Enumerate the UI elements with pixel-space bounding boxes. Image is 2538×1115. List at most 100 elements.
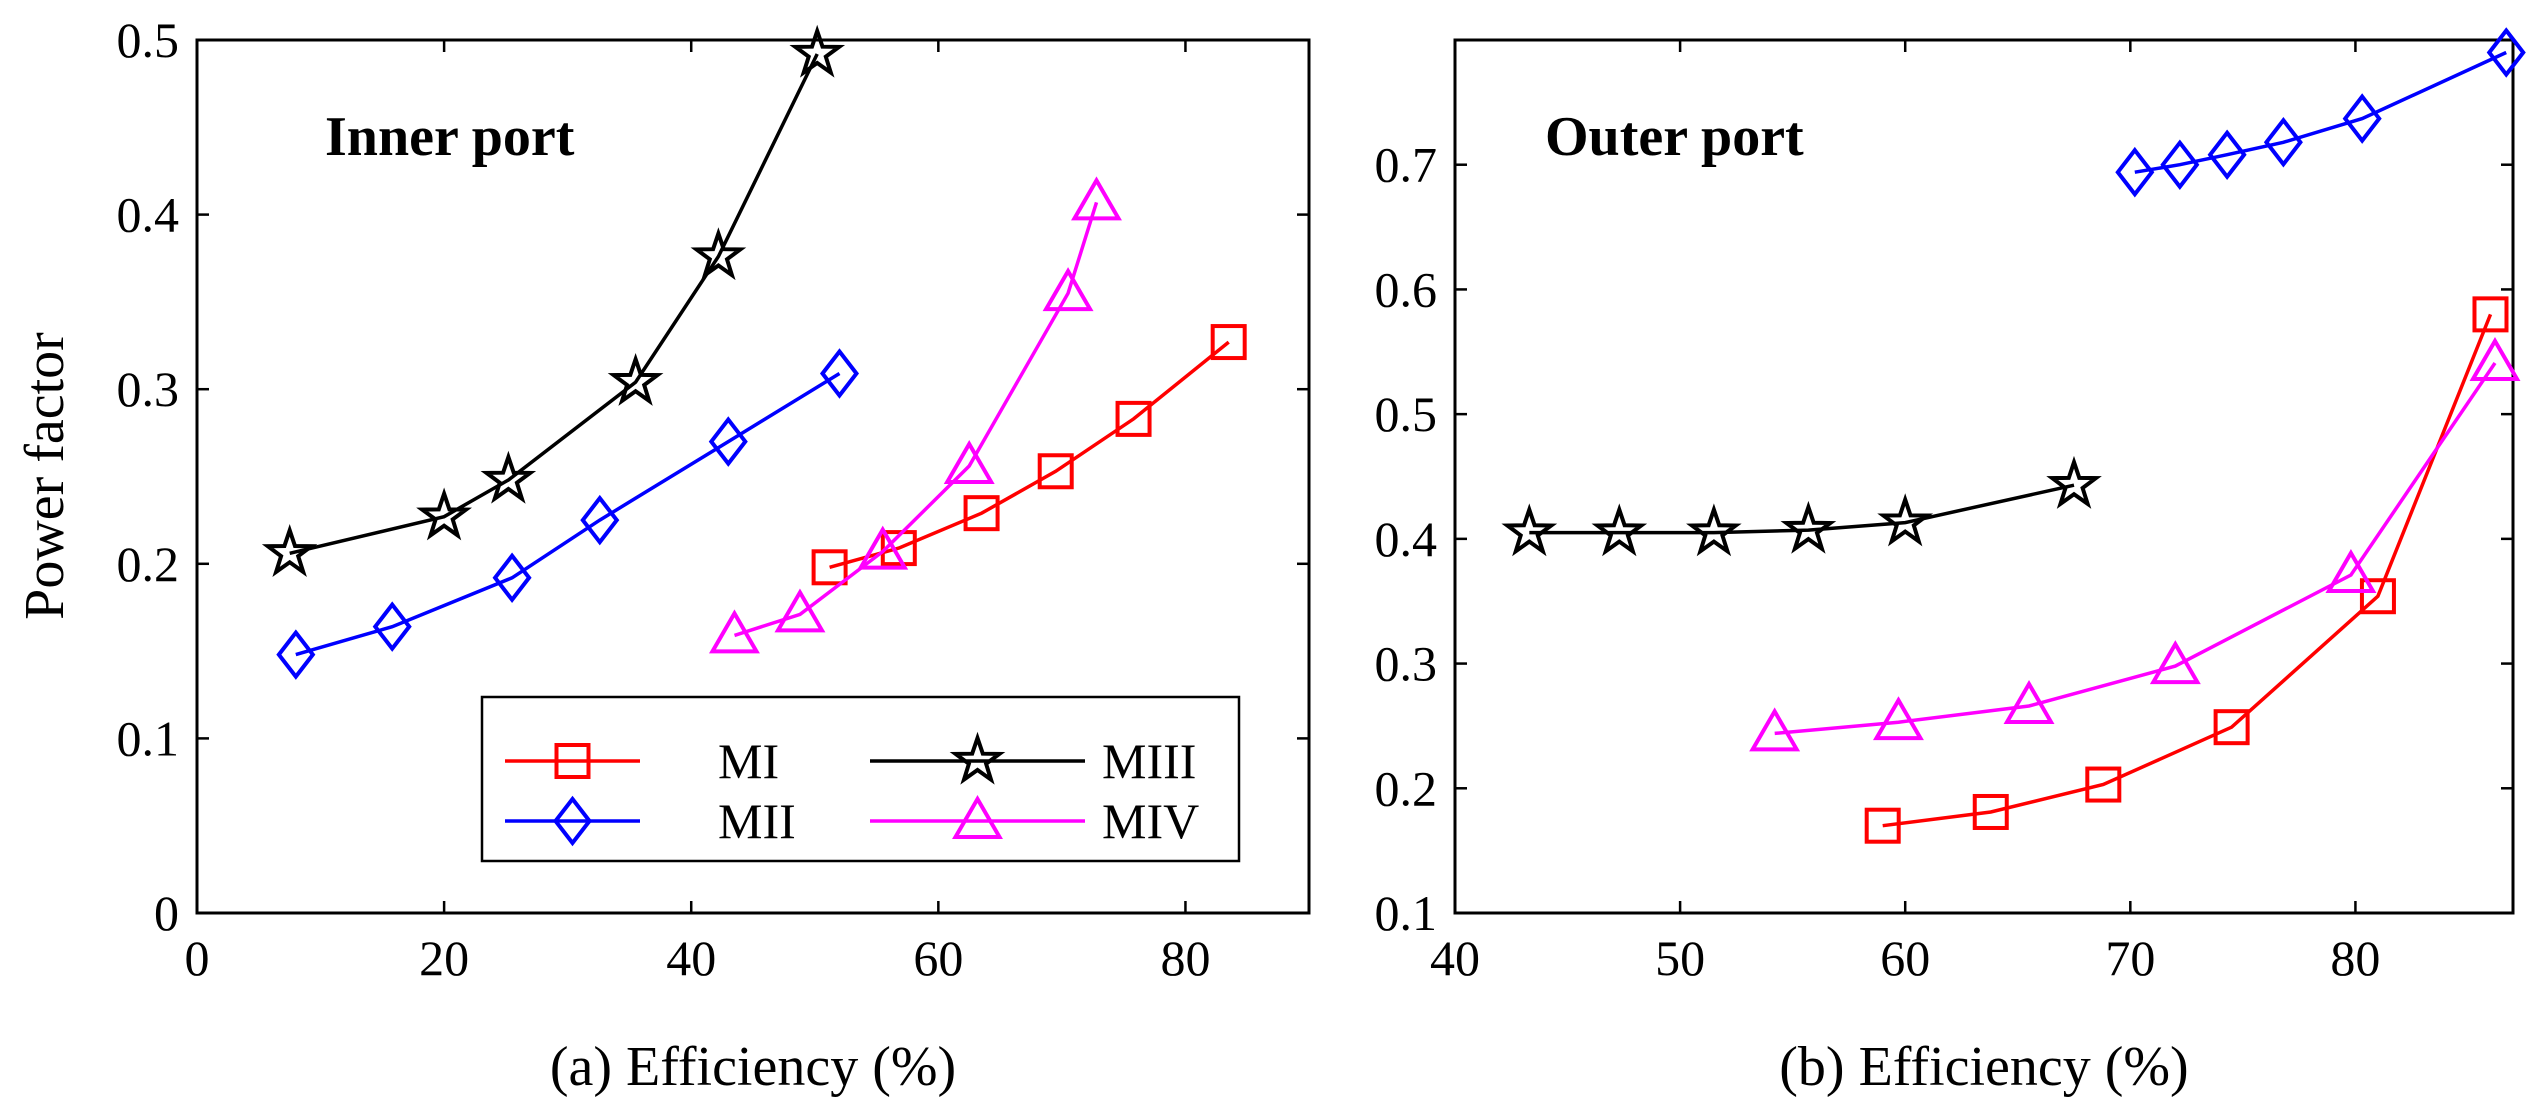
x-axis-inner: 0 20 40 60 80 [185,40,1210,986]
y-axis-outer: 0.1 0.2 0.3 0.4 0.5 0.6 0.7 [1375,137,2513,941]
legend-label-mi: MI [718,733,779,789]
legend-label-mii: MII [718,793,796,849]
x-tick-label: 80 [2330,930,2380,986]
y-tick-label: 0.2 [117,536,180,592]
data-point-miv-outer [1749,707,1801,752]
y-tick-label: 0.5 [1375,386,1438,442]
y-tick-label: 0.2 [1375,760,1438,816]
data-point-miv-outer [2149,640,2201,685]
data-point-mi-outer [2472,296,2509,333]
data-point-miii-inner [607,352,664,406]
data-point-miii-outer [1686,503,1742,557]
data-point-mi-outer [1864,807,1901,844]
x-axis-label-inner: (a) Efficiency (%) [550,1036,956,1098]
legend-box [480,695,1241,863]
x-tick-label: 40 [666,930,716,986]
data-point-miv-outer [2325,549,2377,594]
panel-title-outer: Outer port [1545,106,1804,168]
x-tick-label: 70 [2105,930,2155,986]
y-tick-label: 0.1 [1375,885,1438,941]
x-tick-label: 80 [1160,930,1210,986]
y-tick-label: 0.3 [1375,636,1438,692]
data-point-miv-inner [1071,176,1122,221]
legend-label-miii: MIII [1102,733,1196,789]
panel-title-inner: Inner port [325,106,575,168]
data-point-mi-inner [811,549,848,586]
data-point-miv-inner [857,525,909,570]
data-point-miii-inner [261,524,318,577]
series-line-miii-inner [289,53,819,556]
plot-area-outer [1453,38,2515,915]
data-point-mi-outer [2085,766,2122,803]
data-point-mii-outer [2115,146,2155,198]
data-point-miv-inner [943,440,995,485]
x-tick-label: 20 [419,930,469,986]
y-tick-label: 0 [154,885,179,941]
legend-marker-mi [554,743,591,779]
data-point-miii-inner [480,450,537,504]
data-point-miv-inner [708,609,760,654]
series-line-mii-outer [2134,50,2507,174]
data-point-mii-inner [492,552,532,604]
data-point-mi-inner [1115,400,1152,437]
x-tick-label: 40 [1430,930,1480,986]
series-line-miv-outer [1774,362,2497,736]
legend-marker-miv [952,795,1003,839]
data-point-miii-outer [2046,455,2102,509]
data-point-mii-outer [2486,27,2526,78]
x-tick-label: 50 [1655,930,1705,986]
data-point-mi-inner [963,495,1000,532]
series-line-mii-inner [295,372,841,657]
y-tick-label: 0.4 [1375,511,1438,567]
data-point-mi-inner [1210,324,1247,361]
legend-marker-mii [552,795,593,847]
data-point-miii-inner [416,487,472,541]
y-axis-label-inner: Power factor [14,332,76,620]
data-point-mi-inner [1037,453,1074,490]
data-point-miv-outer [2469,337,2521,382]
data-point-mii-outer [2263,116,2303,168]
data-point-miii-inner [789,24,846,78]
data-point-miv-inner [1042,267,1094,312]
series-group-outer [1501,27,2526,844]
data-point-mi-inner [880,530,917,567]
data-point-miii-inner [690,227,747,281]
data-point-miv-outer [1872,696,1924,741]
y-tick-label: 0.3 [117,361,180,417]
legend-label-miv: MIV [1102,793,1199,849]
data-point-miii-outer [1501,503,1558,557]
y-tick-label: 0.6 [1375,261,1438,317]
data-point-miv-outer [2003,679,2055,724]
x-tick-label: 60 [913,930,963,986]
x-tick-label: 60 [1880,930,1930,986]
data-point-mi-outer [1972,793,2009,830]
data-point-mi-outer [2359,578,2396,615]
series-group-inner [261,24,1247,680]
x-tick-label: 0 [185,930,210,986]
data-point-miii-outer [1877,493,1934,547]
data-point-miv-inner [774,588,826,633]
x-axis-outer: 40 50 60 70 80 [1430,40,2380,986]
data-point-miii-outer [1591,503,1648,557]
data-point-mii-inner [276,629,316,680]
data-point-mii-inner [580,494,620,546]
y-axis-inner: 0 0.1 0.2 0.3 0.4 0.5 [117,12,1309,941]
data-point-mii-outer [2207,129,2247,181]
data-point-mii-inner [708,416,748,467]
data-point-mi-outer [2213,709,2250,746]
panel-outer-port: 40 50 60 70 80 0.1 0.2 0.3 0.4 0.5 0.6 0.7 Outer p… [1375,27,2526,1098]
y-tick-label: 0.5 [117,12,180,68]
y-tick-label: 0.7 [1375,137,1438,193]
data-point-mii-inner [819,348,860,399]
data-point-mii-outer [2160,139,2200,190]
data-point-miii-outer [1780,500,1837,554]
y-tick-label: 0.4 [117,187,180,243]
y-tick-label: 0.1 [117,710,180,766]
panel-inner-port: 0 20 40 60 80 0 0.1 0.2 0.3 0.4 0.5 Inner port (a… [14,12,1311,1098]
data-point-mii-inner [372,601,412,652]
x-axis-label-outer: (b) Efficiency (%) [1779,1036,2188,1098]
data-point-mii-outer [2342,93,2382,144]
legend-marker-miii [949,731,1006,785]
